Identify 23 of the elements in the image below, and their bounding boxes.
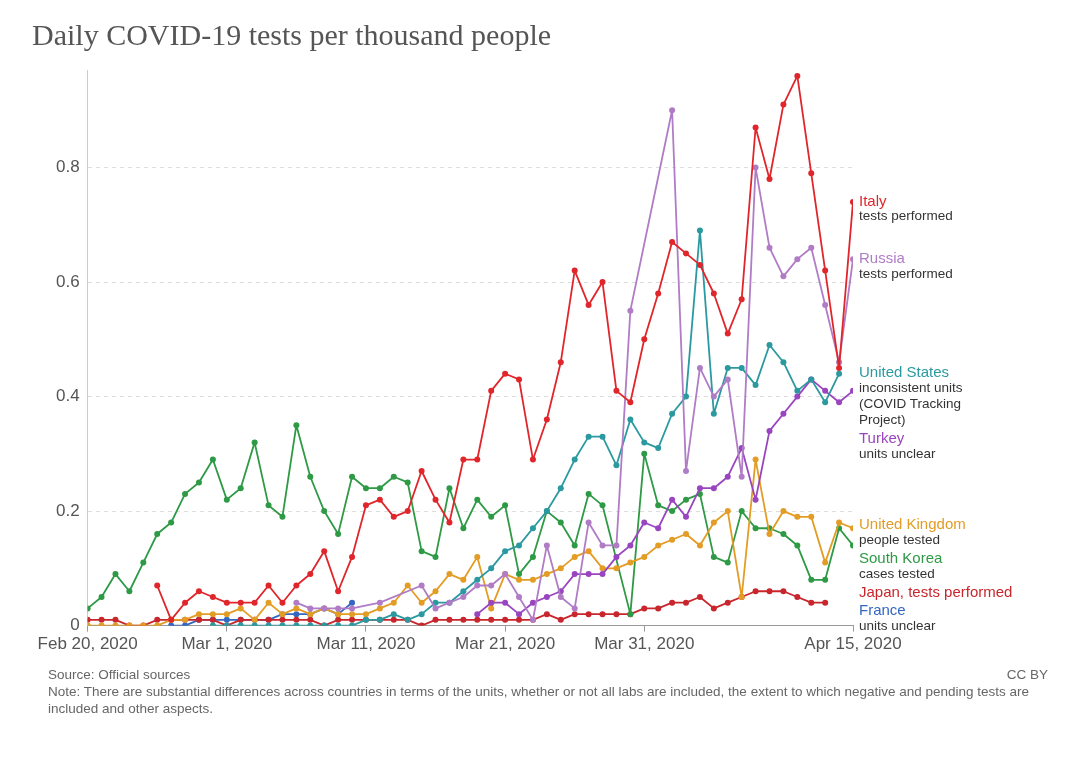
x-tick-label: Mar 31, 2020	[594, 634, 695, 654]
text: France units unclear	[859, 601, 937, 634]
x-tick-label: Mar 1, 2020	[181, 634, 273, 654]
x-tick-label: Feb 20, 2020	[37, 634, 138, 654]
y-tick-label: 0.8	[55, 157, 80, 177]
series-label: Italy tests performed	[859, 191, 953, 224]
x-tick-label: Mar 11, 2020	[316, 634, 416, 654]
text: Turkey units unclear	[859, 429, 937, 462]
series-label: United States inconsistent units (COVID Tracking Project)	[859, 363, 963, 428]
text: Note: There are substantial differences across countries in terms of the units, whether or not all labs are included, the extent to which negative and pending tests are included and other aspects.	[48, 683, 1031, 717]
series-label: United Kingdom people tested	[859, 515, 966, 548]
text: Japan, tests performed	[859, 583, 1013, 601]
y-tick-label: 0	[70, 615, 80, 635]
y-tick-label: 0.2	[55, 500, 80, 520]
chart-title: Daily COVID-19 tests per thousand people	[31, 17, 553, 52]
y-tick-label: 0.4	[55, 386, 80, 406]
series-label: Russia tests performed	[859, 248, 953, 281]
x-tick-label: Mar 21, 2020	[455, 634, 556, 654]
x-tick-label: Apr 15, 2020	[804, 634, 902, 654]
y-tick-label: 0.6	[55, 271, 80, 291]
text: CC BY	[1006, 666, 1048, 683]
source-note: Source: Official sources	[48, 666, 191, 683]
series-label: South Korea cases tested	[859, 549, 944, 582]
